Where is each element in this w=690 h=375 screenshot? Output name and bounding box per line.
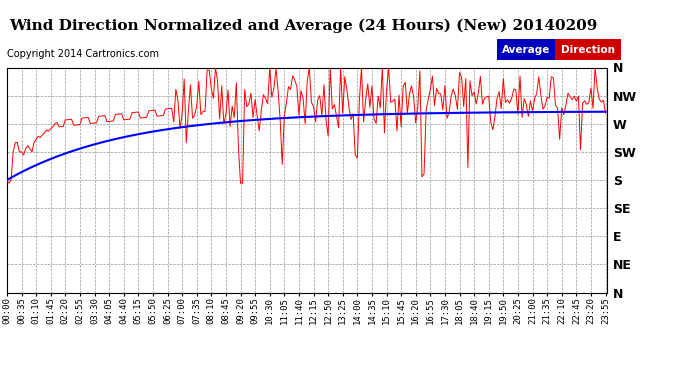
Text: Average: Average [502, 45, 551, 55]
Text: Copyright 2014 Cartronics.com: Copyright 2014 Cartronics.com [7, 49, 159, 59]
Text: Wind Direction Normalized and Average (24 Hours) (New) 20140209: Wind Direction Normalized and Average (2… [10, 19, 598, 33]
Text: Direction: Direction [561, 45, 615, 55]
